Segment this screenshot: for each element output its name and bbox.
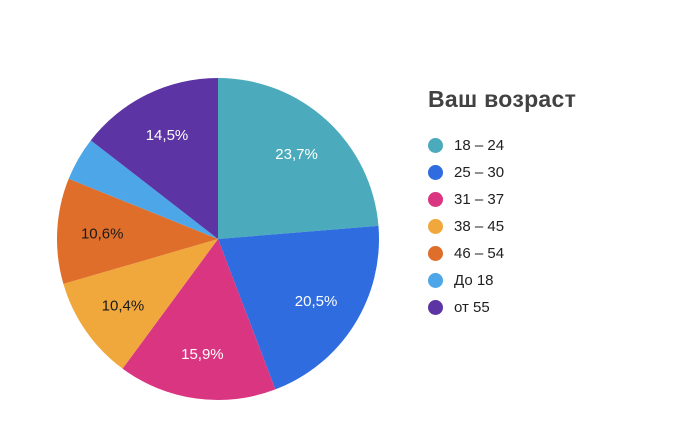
slice-percentage-label: 23,7% — [275, 146, 318, 163]
legend-swatch-icon — [428, 138, 443, 153]
legend-label: 46 – 54 — [454, 245, 505, 262]
legend-label: от 55 — [454, 299, 490, 316]
chart-title: Ваш возраст — [428, 86, 577, 112]
legend-label: 31 – 37 — [454, 191, 505, 208]
legend-items: 18 – 24 25 – 30 31 – 37 38 – 45 46 – 54 До 18… — [428, 137, 576, 316]
legend-label: 38 – 45 — [454, 218, 505, 235]
legend: Ваш возраст 18 – 24 25 – 30 31 – 37 38 – 45… — [428, 86, 576, 326]
legend-swatch-icon — [428, 192, 443, 207]
legend-item: 25 – 30 — [428, 164, 576, 181]
pie-slice-4 — [56, 178, 218, 284]
slice-percentage-label: 10,6% — [81, 225, 124, 242]
legend-item: 38 – 45 — [428, 218, 576, 235]
legend-label: 25 – 30 — [454, 164, 505, 181]
legend-item: от 55 — [428, 299, 576, 316]
pie-slice-0 — [218, 78, 379, 239]
pie-slice-3 — [63, 239, 218, 369]
legend-label: 18 – 24 — [454, 137, 505, 154]
legend-swatch-icon — [428, 273, 443, 288]
slice-percentage-label: 20,5% — [295, 293, 338, 310]
pie-slice-2 — [122, 239, 276, 400]
slice-percentage-label: 15,9% — [181, 346, 224, 363]
slice-percentage-label: 10,4% — [102, 298, 145, 315]
legend-label: До 18 — [454, 272, 494, 289]
legend-item: До 18 — [428, 272, 576, 289]
legend-swatch-icon — [428, 300, 443, 315]
pie-slice-1 — [218, 225, 379, 390]
legend-swatch-icon — [428, 165, 443, 180]
pie-slice-6 — [90, 78, 218, 239]
pie-slice-5 — [68, 140, 219, 239]
legend-item: 31 – 37 — [428, 191, 576, 208]
legend-swatch-icon — [428, 246, 443, 261]
legend-swatch-icon — [428, 219, 443, 234]
legend-item: 18 – 24 — [428, 137, 576, 154]
legend-item: 46 – 54 — [428, 245, 576, 262]
slice-percentage-label: 14,5% — [146, 127, 189, 144]
